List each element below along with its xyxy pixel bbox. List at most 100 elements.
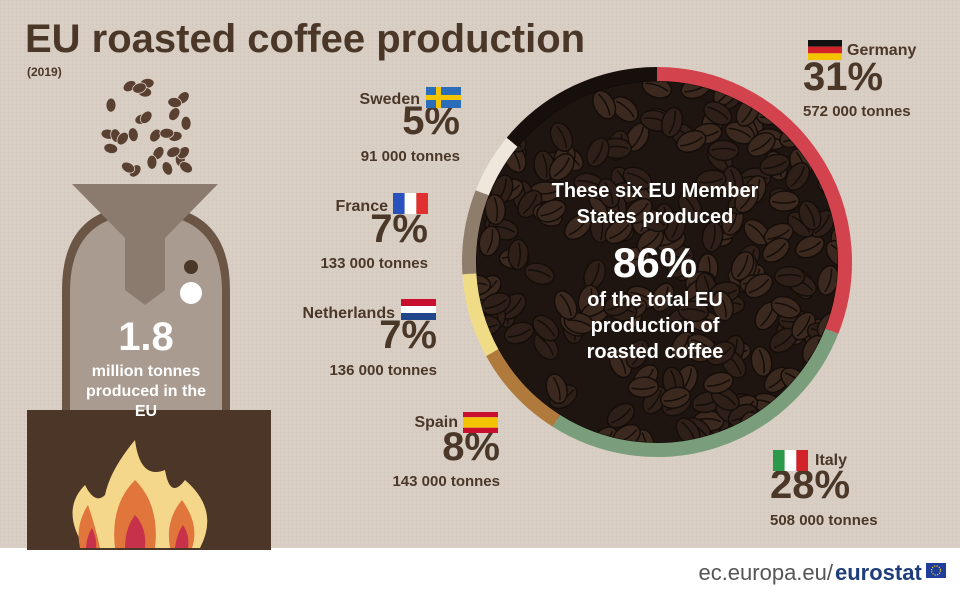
bean-crease	[767, 228, 791, 240]
bean	[625, 197, 653, 225]
bean-crease	[484, 298, 508, 310]
falling-bean	[146, 154, 158, 170]
bean-crease	[758, 349, 765, 374]
flag	[808, 40, 842, 60]
bean-crease	[711, 147, 736, 152]
chart-subtitle: (2019)	[27, 65, 62, 79]
bean-crease	[728, 127, 752, 139]
bean-crease	[522, 193, 538, 215]
bean-body	[770, 295, 802, 319]
bean-crease	[599, 215, 604, 240]
bean	[730, 250, 755, 281]
footer-band	[0, 548, 960, 594]
bean-body	[695, 169, 727, 192]
flag-stripe	[393, 193, 405, 214]
bean-body	[524, 262, 555, 286]
bean-crease	[824, 268, 833, 293]
bean-body	[484, 193, 507, 226]
bean-body	[730, 250, 755, 281]
bean-body	[759, 153, 791, 177]
bean	[625, 339, 650, 369]
flag	[401, 299, 436, 320]
bean	[773, 265, 806, 288]
flag-stripe	[463, 417, 498, 428]
falling-bean	[168, 107, 181, 122]
bean-body	[641, 80, 673, 99]
bean	[478, 225, 501, 257]
eu-logo	[926, 563, 946, 578]
bean-body	[711, 290, 734, 322]
bean-body	[651, 282, 675, 313]
falling-bean	[121, 161, 136, 174]
flag-stripe	[808, 53, 842, 60]
bean	[677, 191, 703, 222]
bean-crease	[630, 291, 653, 303]
bean	[768, 190, 800, 212]
category-label: Sweden	[360, 91, 420, 108]
bean-crease	[615, 100, 635, 118]
bean-body	[627, 376, 660, 398]
bean-body	[625, 339, 650, 369]
bean-crease	[680, 136, 703, 147]
bean-crease	[699, 177, 724, 184]
bean	[746, 132, 776, 158]
bean-crease	[683, 195, 697, 217]
falling-bean	[132, 82, 147, 94]
bean	[641, 80, 673, 99]
bean	[548, 153, 575, 182]
bean-crease	[559, 293, 572, 316]
bean-body	[553, 290, 578, 320]
bean-crease	[706, 378, 731, 387]
center-value: 86%	[613, 239, 697, 286]
bean-crease	[517, 242, 521, 267]
bean-crease	[607, 297, 630, 311]
bean-crease	[766, 242, 787, 258]
bean	[627, 376, 660, 398]
falling-bean	[161, 161, 174, 176]
bean-crease	[814, 214, 831, 234]
bean-crease	[647, 389, 662, 411]
bean-crease	[748, 278, 770, 294]
bean	[549, 122, 574, 153]
bean-crease	[504, 297, 523, 316]
center-text: These six EU Member States produced 86%of …	[552, 180, 759, 363]
value-label: 31%	[803, 55, 883, 99]
bean-crease	[556, 125, 568, 149]
tonnes-label: 508 000 tonnes	[770, 512, 878, 529]
falling-bean	[105, 97, 117, 113]
center-text-top: These six EU Member States produced	[552, 180, 759, 228]
bean-crease	[670, 215, 680, 239]
bean-crease	[553, 157, 570, 178]
bean-crease	[790, 166, 806, 188]
bean-crease	[736, 255, 749, 278]
bean-crease	[631, 343, 644, 366]
category-label: Germany	[847, 42, 916, 59]
flag-stripe	[463, 427, 498, 433]
bean-crease	[597, 93, 611, 116]
flag	[393, 193, 428, 214]
bean-crease	[729, 169, 737, 194]
bean-body	[597, 177, 621, 209]
falling-bean	[149, 128, 162, 143]
tonnes-label: 91 000 tonnes	[361, 148, 460, 165]
donut-segment	[656, 67, 852, 334]
bean	[553, 290, 578, 320]
bean	[706, 341, 736, 366]
bean	[603, 292, 633, 317]
bean	[660, 106, 684, 138]
flag-stripe	[808, 46, 842, 54]
eu-stars	[930, 565, 942, 576]
bean	[701, 221, 724, 253]
bean-body	[701, 221, 724, 253]
bean-crease	[830, 243, 839, 264]
bean-crease	[676, 335, 690, 357]
bean	[798, 200, 822, 231]
bean-crease	[589, 263, 600, 287]
bean-crease	[666, 254, 691, 258]
flag	[773, 450, 808, 471]
bean	[611, 96, 639, 123]
bean-crease	[631, 385, 656, 390]
